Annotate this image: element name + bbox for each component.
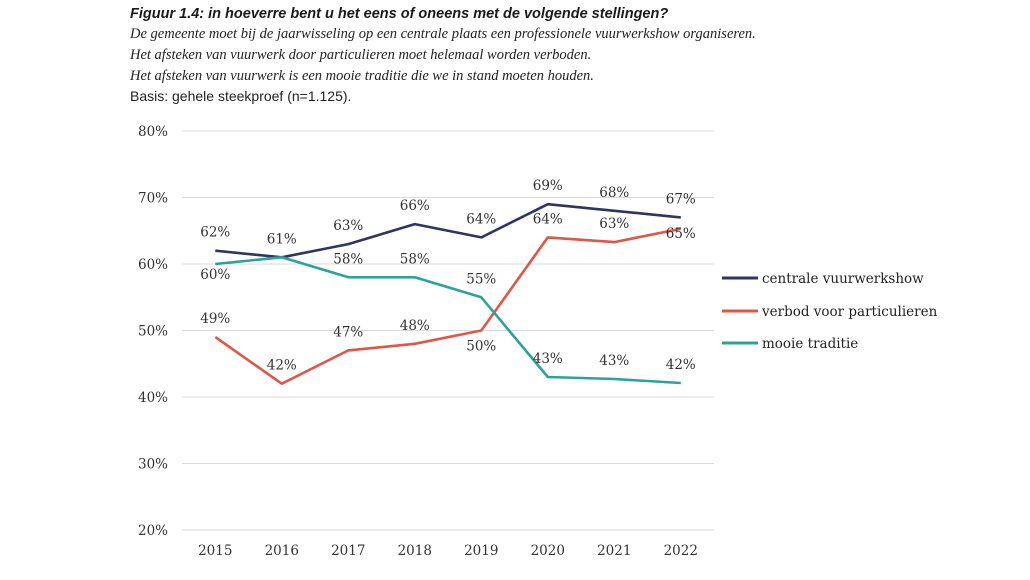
gridlines xyxy=(182,130,714,531)
y-tick-label: 80% xyxy=(138,124,168,140)
series-lines xyxy=(214,202,682,386)
data-label: 48% xyxy=(400,318,430,334)
data-label: 67% xyxy=(666,191,696,207)
x-tick-label: 2015 xyxy=(198,543,232,559)
y-tick-label: 70% xyxy=(138,191,168,207)
data-label: 50% xyxy=(466,339,496,355)
data-label: 64% xyxy=(533,211,563,227)
data-label: 64% xyxy=(466,211,496,227)
chart-title: Figuur 1.4: in hoeverre bent u het eens … xyxy=(130,6,669,22)
statement-3: Het afsteken van vuurwerk is een mooie t… xyxy=(130,68,594,84)
x-tick-label: 2022 xyxy=(664,543,698,559)
y-axis-ticks: 20% 30% 40% 50% 60% 70% 80% xyxy=(138,124,168,539)
x-tick-label: 2017 xyxy=(331,543,365,559)
series-line-3 xyxy=(215,255,681,385)
statement-2: Het afsteken van vuurwerk door particuli… xyxy=(130,47,592,63)
legend-label: mooie traditie xyxy=(762,336,858,352)
data-label: 43% xyxy=(599,353,629,369)
x-tick-label: 2021 xyxy=(597,543,631,559)
data-label: 65% xyxy=(666,226,696,242)
data-label: 63% xyxy=(599,216,629,232)
data-label: 49% xyxy=(200,311,230,327)
y-tick-label: 40% xyxy=(138,390,168,406)
data-label: 42% xyxy=(666,357,696,373)
basis-note: Basis: gehele steekproef (n=1.125). xyxy=(130,88,352,104)
data-label: 58% xyxy=(400,251,430,267)
legend: centrale vuurwerkshow verbod voor particu… xyxy=(722,271,938,352)
y-tick-label: 60% xyxy=(138,257,168,273)
x-tick-label: 2016 xyxy=(265,543,299,559)
data-labels: 62% 61% 63% 66% 64% 69% 68% 67% 49% 42% 47% 48% 50% 6… xyxy=(200,178,696,374)
data-label: 69% xyxy=(533,178,563,194)
y-tick-label: 30% xyxy=(138,457,168,473)
data-label: 58% xyxy=(333,251,363,267)
data-label: 61% xyxy=(267,231,297,247)
statement-1: De gemeente moet bij de jaarwisseling op… xyxy=(130,26,756,42)
data-label: 68% xyxy=(599,185,629,201)
legend-label: centrale vuurwerkshow xyxy=(762,271,924,287)
series-line-2 xyxy=(214,227,682,386)
data-label: 47% xyxy=(333,324,363,340)
data-label: 66% xyxy=(400,198,430,214)
data-label: 43% xyxy=(533,351,563,367)
x-tick-label: 2019 xyxy=(464,543,498,559)
x-tick-label: 2018 xyxy=(398,543,432,559)
y-tick-label: 50% xyxy=(138,324,168,340)
legend-label: verbod voor particulieren xyxy=(761,304,938,320)
x-tick-label: 2020 xyxy=(531,543,565,559)
data-label: 60% xyxy=(200,267,230,283)
x-axis-ticks: 2015 2016 2017 2018 2019 2020 2021 2022 xyxy=(198,543,698,559)
data-label: 63% xyxy=(333,218,363,234)
data-label: 62% xyxy=(200,225,230,241)
y-tick-label: 20% xyxy=(138,523,168,539)
series-line-1 xyxy=(215,202,681,259)
data-label: 42% xyxy=(267,358,297,374)
chart-header: Figuur 1.4: in hoeverre bent u het eens … xyxy=(130,4,1010,105)
data-label: 55% xyxy=(466,271,496,287)
